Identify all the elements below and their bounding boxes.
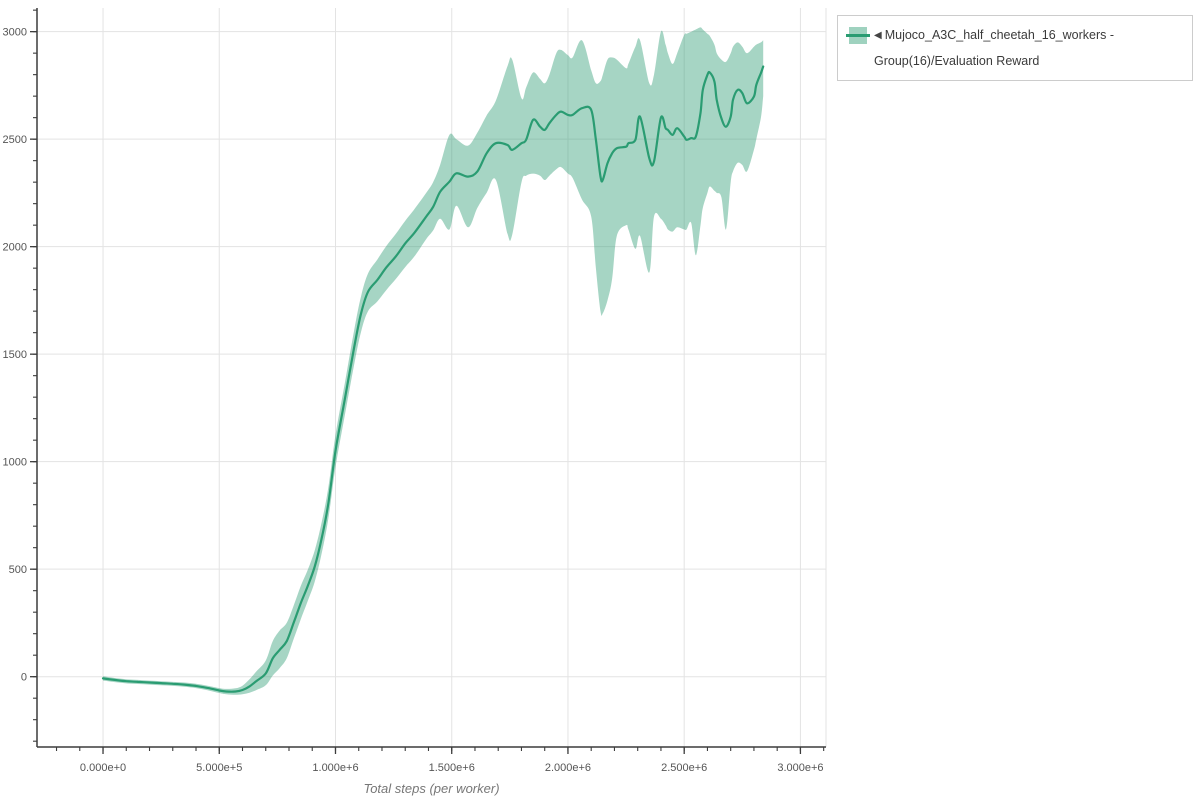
svg-text:1000: 1000	[3, 457, 27, 469]
mean-line	[101, 65, 765, 693]
svg-text:500: 500	[9, 564, 27, 576]
legend-swatch	[846, 27, 870, 44]
svg-text:2500: 2500	[3, 134, 27, 146]
x-axis-title: Total steps (per worker)	[363, 781, 499, 796]
confidence-band	[103, 27, 764, 695]
legend[interactable]: ◀ Mujoco_A3C_half_cheetah_16_workers - Gr…	[837, 15, 1193, 81]
svg-text:1.000e+6: 1.000e+6	[312, 762, 358, 774]
svg-text:1.500e+6: 1.500e+6	[429, 762, 475, 774]
axes	[36, 8, 826, 748]
legend-label: Mujoco_A3C_half_cheetah_16_workers - Gro…	[874, 28, 1115, 68]
svg-text:3000: 3000	[3, 27, 27, 39]
tick-labels: 0 500 1000 1500 2000 2500 3000 0.000e+0 5.000e+5…	[3, 27, 824, 774]
svg-text:0.000e+0: 0.000e+0	[80, 762, 126, 774]
svg-text:2.000e+6: 2.000e+6	[545, 762, 591, 774]
svg-text:1500: 1500	[3, 349, 27, 361]
svg-text:2000: 2000	[3, 242, 27, 254]
svg-text:2.500e+6: 2.500e+6	[661, 762, 707, 774]
axis-ticks	[30, 9, 825, 754]
svg-text:5.000e+5: 5.000e+5	[196, 762, 242, 774]
svg-text:3.000e+6: 3.000e+6	[777, 762, 823, 774]
legend-swatch-line	[846, 34, 870, 37]
collapse-triangle-icon[interactable]: ◀	[874, 30, 882, 41]
legend-entry[interactable]: ◀ Mujoco_A3C_half_cheetah_16_workers - Gr…	[874, 23, 1180, 73]
svg-text:0: 0	[21, 672, 27, 684]
svg-text:Total steps (per worker): Total steps (per worker)	[363, 781, 499, 796]
